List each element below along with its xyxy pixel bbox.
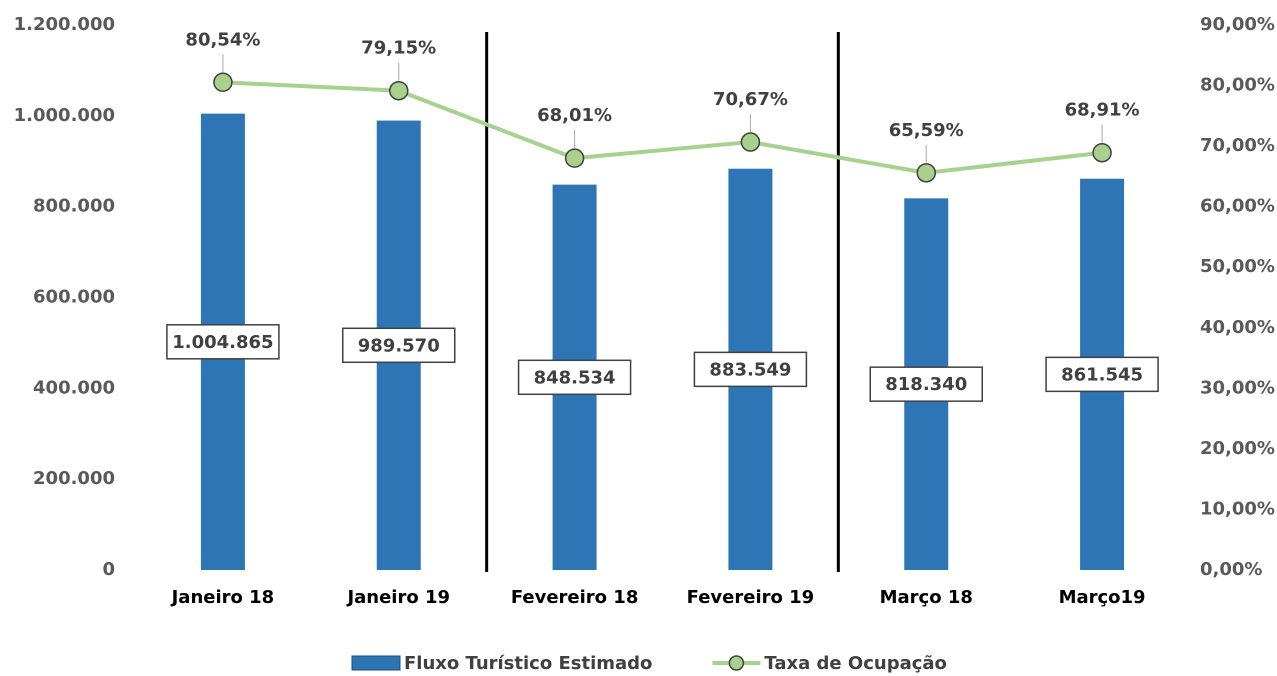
- x-tick-label: Março 18: [880, 587, 973, 608]
- data-label: 883.549: [709, 359, 791, 380]
- y-tick-label: 0: [102, 559, 115, 580]
- line-marker: [213, 72, 233, 93]
- y2-tick-label: 60,00%: [1200, 196, 1275, 217]
- line-marker: [564, 148, 585, 168]
- legend-label: Taxa de Ocupação: [764, 653, 947, 674]
- y-tick-label: 800.000: [33, 196, 115, 217]
- data-label: 65,59%: [889, 120, 964, 141]
- y2-tick-label: 80,00%: [1200, 75, 1275, 96]
- y-tick-label: 400.000: [33, 377, 115, 398]
- data-label: 80,54%: [185, 29, 260, 50]
- x-tick-label: Janeiro 19: [345, 587, 450, 608]
- x-tick-label: Fevereiro 18: [511, 587, 639, 608]
- data-label-box: [693, 351, 808, 388]
- data-label: 848.534: [534, 367, 616, 388]
- data-label: 1.004.865: [172, 332, 273, 353]
- line-marker: [1092, 142, 1112, 163]
- x-tick-label: Janeiro 18: [170, 587, 275, 608]
- data-label: 70,67%: [713, 89, 788, 110]
- y2-tick-label: 90,00%: [1200, 14, 1275, 35]
- y-tick-label: 1.000.000: [14, 105, 115, 126]
- line-marker: [740, 132, 761, 152]
- line: [222, 80, 1103, 175]
- y2-tick-label: 50,00%: [1200, 256, 1275, 277]
- data-label-box: [1045, 356, 1159, 393]
- line-marker: [389, 80, 409, 101]
- data-label-box: [166, 324, 280, 360]
- x-tick-label: Março19: [1059, 587, 1146, 608]
- data-label: 79,15%: [361, 38, 436, 59]
- data-label: 68,91%: [1065, 100, 1140, 121]
- line-marker: [916, 163, 936, 183]
- y-tick-label: 600.000: [33, 287, 115, 308]
- data-label: 861.545: [1061, 364, 1143, 385]
- y-tick-label: 1.200.000: [14, 14, 115, 35]
- legend-swatch: [351, 655, 401, 671]
- data-label-box: [342, 327, 456, 364]
- legend-marker: [728, 655, 745, 671]
- data-label: 989.570: [358, 335, 440, 356]
- y-tick-label: 200.000: [33, 468, 115, 489]
- y2-tick-label: 10,00%: [1200, 498, 1275, 519]
- data-label-box: [517, 359, 632, 396]
- legend-label: Fluxo Turístico Estimado: [404, 653, 652, 674]
- data-label-box: [869, 366, 983, 402]
- y2-tick-label: 20,00%: [1200, 438, 1275, 459]
- data-label: 68,01%: [537, 105, 612, 126]
- y2-tick-label: 30,00%: [1200, 377, 1275, 398]
- y2-tick-label: 0,00%: [1200, 559, 1262, 580]
- data-label: 818.340: [885, 374, 967, 395]
- y2-tick-label: 40,00%: [1200, 317, 1275, 338]
- x-tick-label: Fevereiro 19: [687, 587, 815, 608]
- y2-tick-label: 70,00%: [1200, 135, 1275, 156]
